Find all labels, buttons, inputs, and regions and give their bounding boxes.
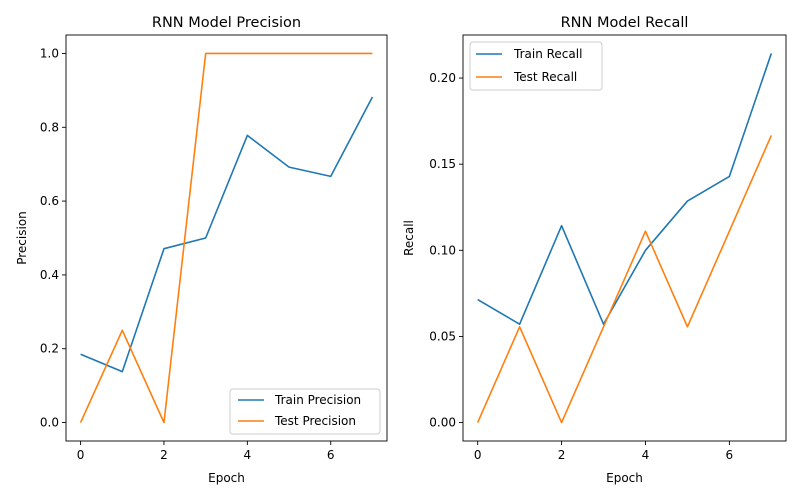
x-axis-label: Epoch — [606, 471, 643, 485]
chart-title: RNN Model Recall — [561, 15, 689, 31]
y-tick-label: 0.20 — [429, 71, 456, 85]
y-tick-label: 0.15 — [429, 157, 456, 171]
x-tick-label: 6 — [726, 448, 734, 462]
tick-group: 0 2 4 6 0.00 0.05 0.10 0.15 0.20 — [429, 71, 733, 462]
series-line-train — [477, 53, 773, 326]
legend-label-train: Train Precision — [274, 393, 361, 407]
legend-label-test: Test Precision — [274, 414, 356, 428]
x-axis-label: Epoch — [208, 471, 245, 485]
x-tick-label: 0 — [77, 448, 85, 462]
y-tick-label: 0.2 — [40, 342, 59, 356]
precision-chart: RNN Model Precision 0 2 4 6 0.0 0.2 0.4 0.6 0.8 1… — [15, 15, 388, 485]
y-tick-label: 0.4 — [40, 268, 59, 282]
plot-frame — [462, 34, 787, 442]
series-group — [79, 52, 374, 424]
legend: Train Precision Test Precision — [229, 388, 381, 435]
x-tick-label: 6 — [327, 448, 335, 462]
y-tick-label: 0.00 — [429, 416, 456, 430]
series-line-test — [79, 52, 373, 424]
legend-label-train: Train Recall — [513, 47, 582, 61]
y-tick-label: 0.6 — [40, 194, 59, 208]
y-tick-label: 0.8 — [40, 120, 59, 134]
x-tick-label: 0 — [474, 448, 482, 462]
y-tick-label: 0.10 — [429, 243, 456, 257]
y-tick-label: 1.0 — [40, 46, 59, 60]
y-axis-label: Recall — [402, 220, 416, 256]
series-group — [476, 53, 773, 424]
series-line-train — [80, 96, 374, 373]
y-axis-label: Precision — [15, 211, 29, 265]
legend-box — [469, 41, 603, 91]
chart-title: RNN Model Precision — [152, 15, 301, 31]
legend-box — [229, 388, 381, 435]
x-tick-label: 2 — [160, 448, 168, 462]
legend-label-test: Test Recall — [513, 70, 577, 84]
plot-frame — [65, 34, 388, 442]
y-tick-label: 0.05 — [429, 329, 456, 343]
recall-chart: RNN Model Recall 0 2 4 6 0.00 0.05 0.10 0.15 0.2… — [402, 15, 787, 485]
x-tick-label: 4 — [244, 448, 252, 462]
series-line-test — [476, 135, 773, 424]
legend: Train Recall Test Recall — [469, 41, 603, 91]
x-tick-label: 4 — [642, 448, 650, 462]
tick-group: 0 2 4 6 0.0 0.2 0.4 0.6 0.8 1.0 — [40, 46, 335, 462]
x-tick-label: 2 — [558, 448, 566, 462]
y-tick-label: 0.0 — [40, 416, 59, 430]
